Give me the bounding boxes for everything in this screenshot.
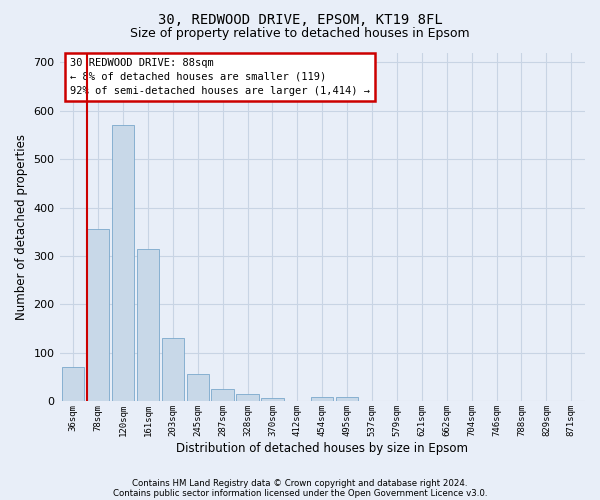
- Text: Contains public sector information licensed under the Open Government Licence v3: Contains public sector information licen…: [113, 488, 487, 498]
- Bar: [336, 396, 358, 402]
- Bar: [87, 230, 109, 402]
- Bar: [161, 338, 184, 402]
- Bar: [187, 374, 209, 402]
- Bar: [137, 249, 159, 402]
- Bar: [112, 125, 134, 402]
- Y-axis label: Number of detached properties: Number of detached properties: [15, 134, 28, 320]
- Text: Size of property relative to detached houses in Epsom: Size of property relative to detached ho…: [130, 28, 470, 40]
- Text: 30, REDWOOD DRIVE, EPSOM, KT19 8FL: 30, REDWOOD DRIVE, EPSOM, KT19 8FL: [158, 12, 442, 26]
- Text: 30 REDWOOD DRIVE: 88sqm
← 8% of detached houses are smaller (119)
92% of semi-de: 30 REDWOOD DRIVE: 88sqm ← 8% of detached…: [70, 58, 370, 96]
- Bar: [62, 368, 85, 402]
- Bar: [236, 394, 259, 402]
- Text: Contains HM Land Registry data © Crown copyright and database right 2024.: Contains HM Land Registry data © Crown c…: [132, 478, 468, 488]
- Bar: [261, 398, 284, 402]
- X-axis label: Distribution of detached houses by size in Epsom: Distribution of detached houses by size …: [176, 442, 468, 455]
- Bar: [211, 390, 234, 402]
- Bar: [311, 396, 334, 402]
